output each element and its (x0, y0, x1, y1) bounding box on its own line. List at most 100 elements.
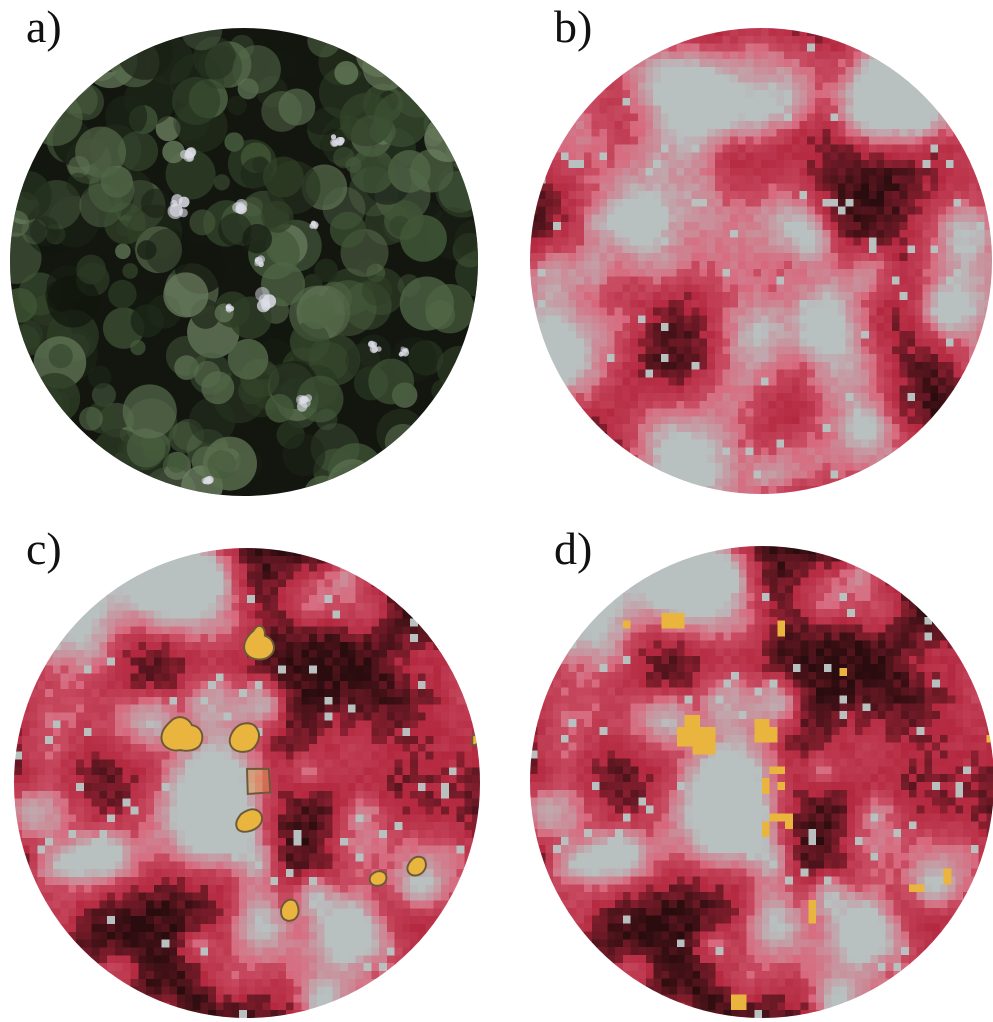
image-pixel (930, 377, 939, 386)
image-pixel (891, 323, 900, 332)
image-pixel (576, 369, 585, 378)
image-pixel (707, 66, 716, 75)
image-pixel (945, 323, 954, 332)
image-pixel (622, 315, 631, 324)
image-pixel (379, 602, 388, 612)
image-pixel (830, 136, 839, 145)
image-pixel (961, 276, 970, 285)
image-pixel (807, 28, 816, 37)
image-pixel (254, 587, 263, 596)
image-pixel (714, 369, 723, 378)
image-pixel (184, 610, 194, 619)
image-pixel (745, 206, 754, 215)
image-pixel (545, 424, 554, 433)
image-pixel (668, 323, 677, 332)
image-pixel (922, 82, 931, 91)
panel-a: a) (8, 0, 488, 500)
image-pixel (684, 354, 693, 363)
image-pixel (938, 183, 947, 192)
image-pixel (568, 253, 577, 262)
image-pixel (961, 354, 970, 363)
image-pixel (637, 478, 646, 487)
image-pixel (791, 74, 800, 83)
image-pixel (576, 167, 585, 176)
image-pixel (653, 144, 662, 153)
image-pixel (915, 307, 924, 316)
image-pixel (899, 385, 908, 394)
image-pixel (607, 377, 616, 386)
image-pixel (953, 105, 962, 114)
image-pixel (560, 222, 569, 231)
image-pixel (355, 634, 364, 643)
image-pixel (714, 90, 723, 99)
image-pixel (668, 284, 677, 293)
image-pixel (707, 393, 716, 402)
image-pixel (215, 626, 225, 635)
image-pixel (630, 245, 639, 254)
image-pixel (861, 416, 870, 425)
canopy-crown (192, 36, 236, 80)
image-pixel (630, 346, 639, 355)
image-pixel (417, 555, 427, 565)
image-pixel (830, 152, 839, 161)
image-pixel (984, 66, 992, 75)
canopy-crown (10, 396, 24, 414)
image-pixel (622, 121, 631, 130)
image-pixel (537, 455, 546, 464)
image-pixel (676, 276, 685, 285)
image-pixel (607, 323, 616, 332)
image-pixel (371, 626, 380, 635)
image-pixel (553, 408, 562, 417)
image-pixel (776, 346, 785, 355)
image-pixel (976, 424, 985, 433)
image-pixel (861, 439, 870, 448)
image-pixel (684, 315, 693, 324)
image-pixel (830, 51, 839, 60)
image-pixel (884, 276, 893, 285)
image-pixel (976, 408, 985, 417)
image-pixel (247, 571, 256, 580)
image-pixel (776, 361, 785, 371)
image-pixel (146, 555, 155, 565)
image-pixel (814, 136, 823, 145)
bright-crown (255, 286, 270, 302)
image-pixel (945, 315, 954, 324)
image-pixel (583, 455, 592, 464)
image-pixel (961, 214, 970, 223)
image-pixel (231, 579, 240, 588)
image-pixel (332, 602, 341, 612)
image-pixel (645, 183, 654, 192)
image-pixel (961, 455, 970, 464)
image-pixel (730, 486, 739, 494)
image-pixel (622, 486, 631, 494)
image-pixel (838, 160, 847, 169)
image-pixel (262, 555, 271, 565)
image-pixel (822, 307, 831, 316)
image-pixel (891, 478, 900, 487)
image-pixel (568, 245, 577, 254)
image-pixel (676, 470, 685, 479)
image-pixel (814, 28, 823, 37)
image-pixel (114, 673, 124, 682)
image-pixel (714, 121, 723, 130)
image-pixel (645, 338, 654, 347)
image-pixel (853, 136, 862, 145)
image-pixel (945, 214, 954, 223)
image-pixel (14, 555, 23, 565)
image-pixel (60, 548, 69, 557)
image-pixel (114, 626, 124, 635)
image-pixel (169, 626, 178, 635)
image-pixel (961, 66, 970, 75)
image-pixel (976, 97, 985, 107)
image-pixel (293, 618, 302, 627)
image-pixel (953, 400, 962, 409)
image-pixel (930, 486, 939, 494)
image-pixel (922, 43, 931, 52)
image-pixel (622, 167, 631, 176)
image-pixel (884, 478, 893, 487)
image-pixel (83, 595, 93, 604)
image-pixel (891, 160, 900, 169)
image-pixel (660, 121, 669, 130)
image-pixel (192, 610, 201, 619)
image-pixel (853, 175, 862, 184)
